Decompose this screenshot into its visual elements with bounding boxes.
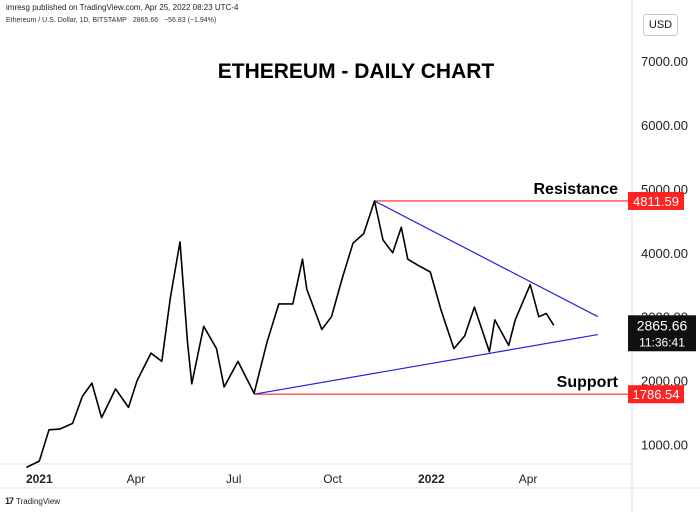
x-tick-label: Apr	[519, 472, 538, 486]
level-price-tag: 1786.54	[633, 387, 680, 402]
lower-trendline	[254, 333, 598, 395]
level-price-tag-bg	[628, 385, 684, 404]
y-tick-label: 7000.00	[641, 54, 688, 69]
last-price-tag-bg	[628, 315, 696, 352]
x-tick-label: Jul	[226, 472, 241, 486]
last-price-tag: 2865.66	[637, 317, 688, 333]
y-tick-label: 4000.00	[641, 246, 688, 261]
x-tick-label: Oct	[323, 472, 342, 486]
bar-countdown: 11:36:41	[639, 335, 685, 349]
y-tick-label: 1000.00	[641, 437, 688, 452]
y-tick-label: 2000.00	[641, 374, 688, 389]
upper-trendline	[374, 200, 599, 318]
chart-title: ETHEREUM - DAILY CHART	[218, 60, 495, 83]
tradingview-brand: TradingView	[16, 496, 61, 506]
price-change: −56.83 (−1.94%)	[164, 17, 217, 24]
y-tick-label: 6000.00	[641, 118, 688, 133]
tradingview-logo[interactable]: 17 TradingView	[5, 496, 60, 506]
symbol-name: Ethereum / U.S. Dollar, 1D, BITSTAMP	[6, 17, 127, 24]
tradingview-logo-icon: 17	[5, 496, 14, 506]
symbol-info: Ethereum / U.S. Dollar, 1D, BITSTAMP 286…	[6, 17, 220, 24]
publisher-line: imresg published on TradingView.com, Apr…	[6, 3, 239, 12]
last-price-text: 2865.66	[132, 17, 159, 24]
level-price-tag-bg	[628, 191, 684, 210]
currency-button[interactable]: USD	[643, 14, 678, 36]
x-tick-label: 2022	[418, 472, 445, 486]
price-series-line	[26, 200, 555, 469]
x-tick-label: Apr	[127, 472, 146, 486]
level-price-tag: 4811.59	[633, 194, 679, 209]
x-tick-label: 2021	[26, 472, 53, 486]
level-label-resistance: Resistance	[534, 181, 619, 198]
level-label-support: Support	[557, 374, 619, 391]
